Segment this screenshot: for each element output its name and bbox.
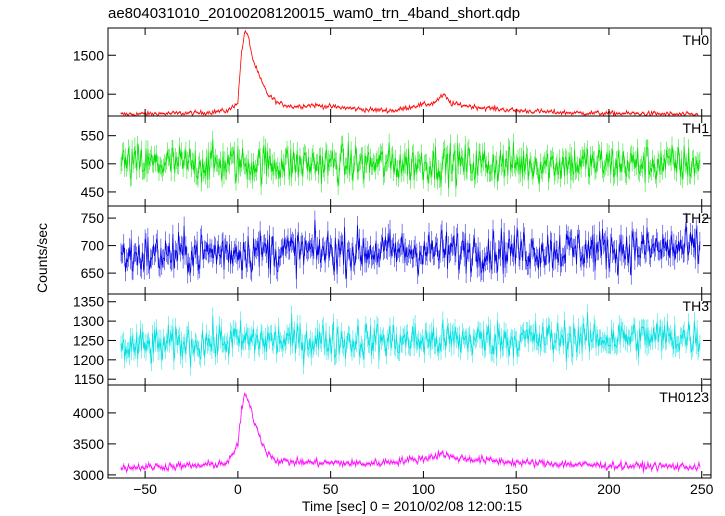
series-errorbars-th0 [120,29,701,116]
panel-th1: 450 500 550 TH1 [81,115,712,207]
x-tick-label: 0 [234,481,242,497]
x-axis-label: Time [sec] 0 = 2010/02/08 12:00:15 [302,498,522,514]
panel-th0: 1000 1500 TH0 [73,27,712,117]
series-line-th0123 [120,393,701,473]
series-line-th2 [120,219,701,280]
y-tick-label: 450 [81,184,105,200]
y-tick-label: 750 [81,210,105,226]
panel-frame [107,384,712,479]
x-tick-label: 50 [323,481,339,497]
panel-frame [107,27,712,117]
chart-title: ae804031010_20100208120015_wam0_trn_4ban… [108,5,520,22]
y-tick-label: 1500 [73,47,104,63]
panel-label-th2: TH2 [683,210,710,226]
y-tick-label: 1200 [73,352,104,368]
y-tick-label: 3000 [73,467,104,483]
x-tick-label: 150 [505,481,529,497]
y-tick-label: 500 [81,156,105,172]
series-line-th0 [120,29,699,116]
y-tick-label: 650 [81,265,105,281]
x-tick-label: 200 [597,481,621,497]
y-tick-label: 3500 [73,436,104,452]
panel-th0123: 3000 3500 4000 TH0123 [73,384,712,483]
y-tick-label: 1300 [73,313,104,329]
x-tick-label: −50 [133,481,157,497]
y-axis-label: Counts/sec [34,223,50,293]
y-tick-label: 1350 [73,294,104,310]
panel-th2: 650 700 750 TH2 [81,205,712,295]
panel-label-th0123: TH0123 [659,389,709,405]
y-tick-label: 700 [81,238,105,254]
panel-th3: 1150 1200 1250 1300 1350 TH3 [73,293,712,387]
panel-frame [107,115,712,207]
y-tick-label: 4000 [73,405,104,421]
series-line-th1 [120,139,701,189]
x-tick-label: 250 [690,481,714,497]
x-axis: −50 0 50 100 150 200 250 [133,481,713,497]
y-tick-label: 1000 [73,86,104,102]
series-line-th3 [120,312,701,368]
x-tick-label: 100 [412,481,436,497]
y-tick-label: 1250 [73,332,104,348]
panel-label-th0: TH0 [683,32,710,48]
panel-label-th1: TH1 [683,120,710,136]
panel-label-th3: TH3 [683,298,710,314]
y-tick-label: 1150 [74,371,104,387]
y-tick-label: 550 [81,128,105,144]
